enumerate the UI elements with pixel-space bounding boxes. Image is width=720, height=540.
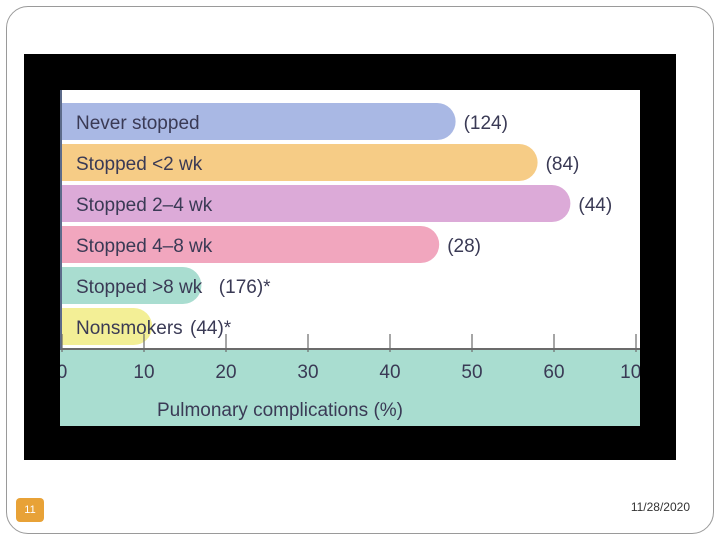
page-number: 11: [24, 504, 36, 516]
bar-label: Stopped 2–4 wk: [76, 195, 213, 216]
x-tick-label: 10: [133, 362, 154, 383]
bar: [62, 185, 552, 222]
chart-canvas: Never stopped (124) Stopped <2 wk (84) Stopp…: [60, 103, 640, 421]
chart-photo: Never stopped (124) Stopped <2 wk (84) Stopp…: [24, 54, 676, 460]
count-label: (124): [464, 113, 508, 134]
count-label: (176)*: [219, 277, 271, 298]
bar: [62, 144, 520, 181]
count-label: (44)*: [190, 318, 232, 339]
x-tick-label: 60: [543, 362, 564, 383]
bar-chart: Never stopped (124) Stopped <2 wk (84) Stopp…: [60, 90, 640, 426]
count-label: (44): [578, 195, 612, 216]
bar: [62, 103, 438, 140]
x-tick-label: 0: [60, 362, 67, 383]
bar-label: Never stopped: [76, 113, 200, 134]
x-tick-label: 30: [297, 362, 318, 383]
bar-end-cap: [164, 267, 202, 304]
bar-end-cap: [533, 185, 571, 222]
x-axis-label: Pulmonary complications (%): [157, 400, 403, 421]
bar-end-cap: [402, 226, 440, 263]
count-label: (84): [546, 154, 580, 175]
slide-date: 11/28/2020: [630, 500, 690, 514]
bar-label: Stopped <2 wk: [76, 154, 203, 175]
page-number-badge: 11: [16, 498, 44, 522]
x-tick-label: 40: [379, 362, 400, 383]
bar-end-cap: [115, 308, 153, 345]
bar-label: Stopped 4–8 wk: [76, 236, 213, 257]
x-tick-label: 20: [215, 362, 236, 383]
count-label: (28): [447, 236, 481, 257]
bar: [62, 226, 421, 263]
bar-label: Stopped >8 wk: [76, 277, 203, 298]
bar: [62, 267, 183, 304]
bar-label: Nonsmokers: [76, 318, 183, 339]
x-tick-label: 100: [620, 362, 640, 383]
x-tick-label: 50: [461, 362, 482, 383]
bar-end-cap: [500, 144, 538, 181]
bar-end-cap: [418, 103, 456, 140]
